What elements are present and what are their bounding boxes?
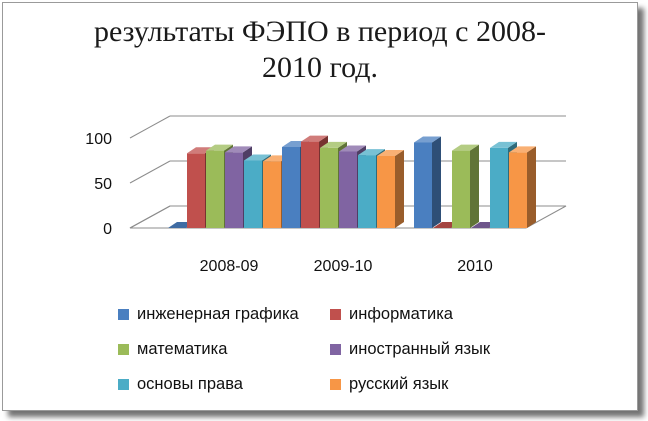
chart-title: результаты ФЭПО в период с 2008- 2010 го…	[0, 14, 640, 86]
legend-label: информатика	[349, 305, 453, 323]
bar	[244, 160, 262, 228]
bar-side	[527, 146, 536, 228]
legend-swatch	[118, 379, 129, 390]
legend-label: иностранный язык	[349, 340, 491, 358]
bar	[225, 152, 243, 228]
legend-label: инженерная графика	[137, 305, 299, 323]
legend-item: математика	[118, 340, 227, 359]
legend-item: основы права	[118, 375, 243, 394]
bar-top	[301, 135, 328, 142]
legend-item: информатика	[330, 305, 453, 324]
bar	[282, 147, 300, 228]
legend-item: иностранный язык	[330, 340, 490, 359]
y-tick-label: 100	[85, 131, 112, 148]
bar-top	[414, 136, 441, 143]
gridline-side	[129, 205, 171, 229]
bar	[490, 147, 508, 228]
legend-item: инженерная графика	[118, 305, 299, 324]
bar-top	[320, 141, 347, 148]
x-tick-label: 2010	[457, 258, 493, 275]
legend-swatch	[330, 344, 341, 355]
bar-top	[509, 146, 536, 153]
legend-label: математика	[137, 340, 228, 358]
bar	[187, 153, 205, 228]
y-tick-label: 0	[103, 221, 112, 238]
legend-label: основы права	[137, 375, 243, 393]
chart-title-line-1: результаты ФЭПО в период с 2008-	[93, 15, 546, 48]
bar-top	[244, 154, 271, 161]
chart-title-line-2: 2010 год.	[262, 51, 378, 84]
bar-top	[206, 144, 233, 151]
bar-top	[225, 146, 252, 153]
bar-side	[432, 136, 441, 228]
bar	[301, 141, 319, 228]
bar	[339, 151, 357, 228]
legend-swatch	[118, 344, 129, 355]
x-tick-label: 2009-10	[314, 258, 373, 275]
bar	[377, 156, 395, 228]
bar-top	[452, 144, 479, 151]
bar	[414, 142, 432, 228]
bar	[206, 150, 224, 228]
bar	[263, 161, 281, 228]
bar-top	[377, 150, 404, 156]
bar-top	[358, 149, 385, 156]
bar-top	[490, 141, 517, 148]
gridline-side	[129, 115, 171, 139]
bar-side	[470, 144, 479, 228]
bar-side	[395, 150, 404, 228]
legend-swatch	[118, 309, 129, 320]
bar-top	[339, 145, 366, 152]
x-tick-label: 2008-09	[200, 258, 259, 275]
bar	[452, 150, 470, 228]
legend-item: русский язык	[330, 375, 448, 394]
bar	[358, 155, 376, 228]
legend-swatch	[330, 309, 341, 320]
legend-label: русский язык	[349, 375, 449, 393]
y-tick-label: 50	[94, 176, 112, 193]
gridline-side	[129, 160, 171, 184]
legend-swatch	[330, 379, 341, 390]
bar	[509, 152, 527, 228]
bar	[320, 147, 338, 228]
